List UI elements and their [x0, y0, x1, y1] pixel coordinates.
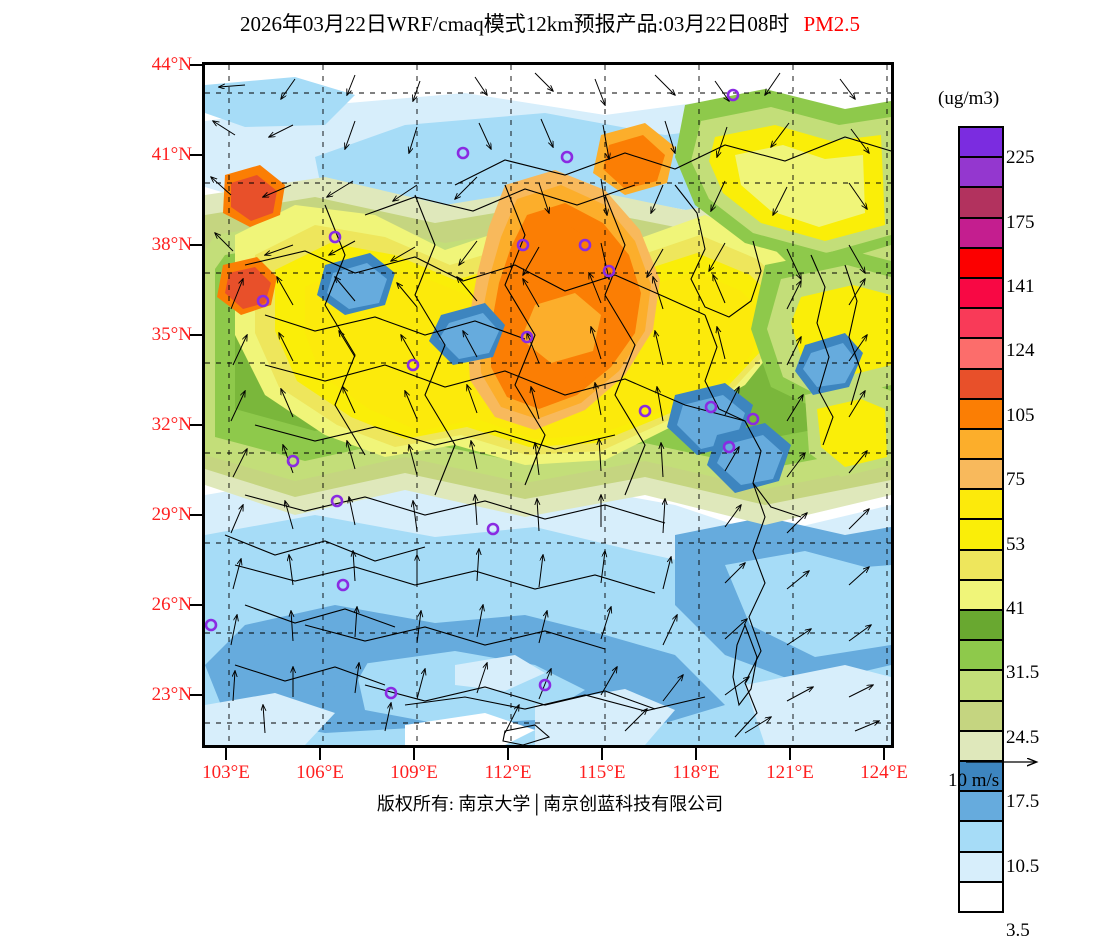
lat-label-32: 32°N — [151, 414, 192, 435]
colorbar-band-10 — [958, 427, 1004, 461]
colorbar-band-4 — [958, 246, 1004, 279]
wind-scale-key: 10 m/s — [948, 748, 1088, 796]
colorbar-band-7 — [958, 337, 1004, 370]
lon-tick-121 — [789, 748, 791, 760]
lon-tick-109 — [413, 748, 415, 760]
lat-label-41: 41°N — [151, 144, 192, 165]
colorbar-label-17.5: 17.5 — [1006, 791, 1040, 813]
colorbar-band-20 — [958, 729, 1004, 762]
colorbar-label-53: 53 — [1006, 533, 1025, 555]
colorbar-band-5 — [958, 276, 1004, 310]
lon-label-124: 124°E — [860, 762, 908, 783]
lon-label-112: 112°E — [484, 762, 532, 783]
colorbar-label-24.5: 24.5 — [1006, 726, 1040, 748]
colorbar-band-11 — [958, 458, 1004, 491]
concentration-field — [205, 65, 891, 745]
lon-tick-103 — [225, 748, 227, 760]
colorbar-label-41: 41 — [1006, 598, 1025, 619]
colorbar-band-18 — [958, 669, 1004, 702]
colorbar-label-141: 141 — [1006, 276, 1035, 297]
lon-tick-115 — [601, 748, 603, 760]
lon-tick-112 — [507, 748, 509, 760]
lat-label-38: 38°N — [151, 234, 192, 255]
lon-label-121: 121°E — [766, 762, 814, 783]
lat-label-26: 26°N — [151, 594, 192, 615]
lat-label-35: 35°N — [151, 324, 192, 345]
station-markers[interactable] — [205, 88, 760, 700]
lat-tick-32 — [190, 424, 202, 426]
colorbar-label-10.5: 10.5 — [1006, 855, 1040, 877]
wind-key-arrow-icon — [966, 748, 1088, 778]
wind-vectors — [211, 72, 879, 734]
lon-label-118: 118°E — [672, 762, 720, 783]
lon-label-109: 109°E — [390, 762, 438, 783]
lon-tick-124 — [883, 748, 885, 760]
colorbar-band-12 — [958, 488, 1004, 521]
lat-label-44: 44°N — [151, 54, 192, 75]
colorbar-band-1 — [958, 156, 1004, 189]
lat-tick-26 — [190, 604, 202, 606]
colorbar-label-175: 175 — [1006, 211, 1035, 233]
lat-tick-35 — [190, 334, 202, 336]
lon-label-106: 106°E — [296, 762, 344, 783]
lon-label-103: 103°E — [202, 762, 250, 783]
colorbar-label-105: 105 — [1006, 404, 1035, 426]
colorbar-band-15 — [958, 578, 1004, 611]
colorbar-label-75: 75 — [1006, 469, 1025, 491]
colorbar-band-6 — [958, 307, 1004, 340]
lon-tick-106 — [319, 748, 321, 760]
copyright-footer: 版权所有: 南京大学│南京创蓝科技有限公司 — [376, 794, 724, 814]
lat-label-23: 23°N — [151, 684, 192, 705]
colorbar-band-14 — [958, 548, 1004, 581]
coastline-borders — [224, 136, 891, 745]
title-variable: PM2.5 — [803, 12, 861, 36]
colorbar-band-16 — [958, 609, 1004, 642]
colorbar-label-124: 124 — [1006, 340, 1035, 362]
colorbar-band-8 — [958, 367, 1004, 400]
lat-tick-44 — [190, 64, 202, 66]
colorbar-band-0 — [958, 126, 1004, 159]
lon-tick-118 — [695, 748, 697, 760]
lat-tick-29 — [190, 514, 202, 516]
graticule — [205, 65, 891, 745]
colorbar-band-3 — [958, 216, 1004, 249]
colorbar-band-17 — [958, 639, 1004, 672]
lat-label-29: 29°N — [151, 504, 192, 525]
lat-tick-23 — [190, 694, 202, 696]
colorbar-label-3.5: 3.5 — [1006, 920, 1030, 941]
lon-label-115: 115°E — [578, 762, 626, 783]
map-canvas — [205, 65, 891, 745]
colorbar-band-2 — [958, 186, 1004, 219]
colorbar-band-9 — [958, 397, 1004, 430]
colorbar-label-225: 225 — [1006, 147, 1035, 169]
colorbar-band-19 — [958, 699, 1004, 732]
title-main: 2026年03月22日WRF/cmaq模式12km预报产品:03月22日08时 — [239, 12, 790, 36]
wind-key-label: 10 m/s — [948, 770, 1000, 791]
page-title: 2026年03月22日WRF/cmaq模式12km预报产品:03月22日08时 P… — [0, 8, 1100, 38]
colorbar-band-24 — [958, 850, 1004, 883]
lat-tick-38 — [190, 244, 202, 246]
lat-tick-41 — [190, 154, 202, 156]
colorbar-band-25 — [958, 880, 1004, 913]
colorbar-band-13 — [958, 518, 1004, 551]
colorbar-label-31.5: 31.5 — [1006, 662, 1040, 684]
forecast-map[interactable] — [202, 62, 894, 748]
colorbar-unit: (ug/m3) — [938, 88, 1000, 109]
colorbar-band-23 — [958, 820, 1004, 853]
